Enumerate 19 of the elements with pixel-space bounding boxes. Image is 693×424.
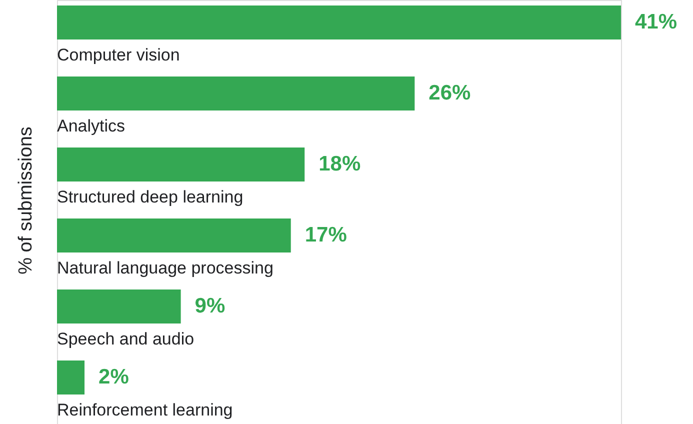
data-label: 18% xyxy=(318,152,361,176)
y-tick-label: Structured deep learning xyxy=(57,188,244,206)
y-tick-label: Speech and audio xyxy=(57,330,194,348)
bar xyxy=(57,360,85,394)
data-label: 17% xyxy=(304,224,348,246)
y-tick-label: Analytics xyxy=(57,116,126,136)
y-tick-label: Natural language processing xyxy=(57,258,274,278)
bar xyxy=(57,218,291,252)
data-label: 9% xyxy=(194,294,226,318)
bar xyxy=(57,76,415,110)
bar xyxy=(57,6,621,40)
y-tick-label: Reinforcement learning xyxy=(57,400,233,420)
y-axis-title: % of submissions xyxy=(16,126,36,274)
y-tick-label: Computer vision xyxy=(57,46,180,64)
bar xyxy=(57,290,181,324)
bar xyxy=(57,148,305,182)
data-label: 2% xyxy=(98,366,130,388)
data-label: 41% xyxy=(635,10,678,34)
data-label: 26% xyxy=(428,82,472,104)
